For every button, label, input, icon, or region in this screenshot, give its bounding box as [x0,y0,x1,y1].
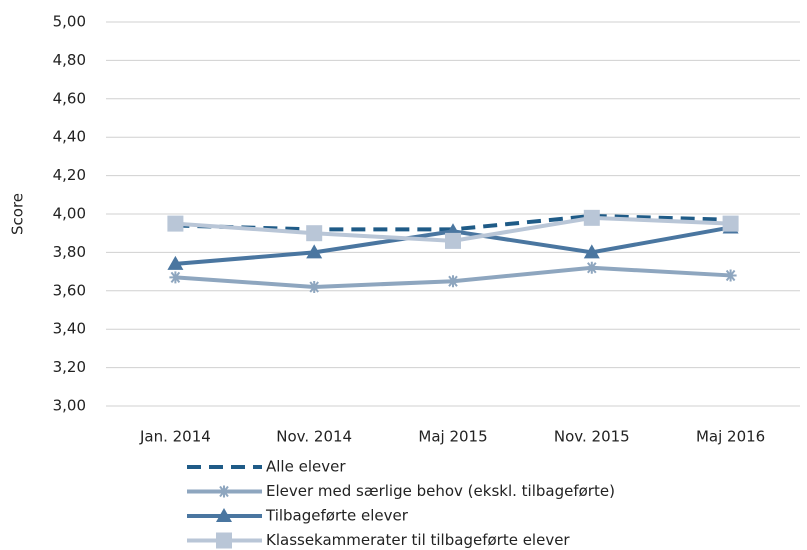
marker [447,275,459,288]
y-tick-label: 4,60 [53,89,86,107]
marker [306,225,323,242]
marker [583,244,600,259]
y-tick-label: 4,40 [53,128,86,146]
legend-label: Elever med særlige behov (ekskl. tilbage… [266,482,615,500]
x-tick-label: Nov. 2014 [276,428,352,446]
marker [724,269,737,282]
y-tick-label: 3,20 [53,358,86,376]
y-tick-label: 3,40 [53,320,86,338]
x-tick-label: Maj 2015 [418,428,487,446]
marker [585,261,598,274]
y-tick-label: 4,00 [53,205,86,223]
legend-label: Tilbageførte elever [265,507,409,525]
x-tick-label: Jan. 2014 [139,428,211,446]
marker [216,508,232,522]
y-tick-label: 3,00 [53,397,86,415]
marker [306,244,323,259]
marker [216,532,232,549]
marker [167,255,184,270]
marker [308,280,321,293]
y-tick-label: 4,20 [53,166,86,184]
x-tick-label: Nov. 2015 [554,428,630,446]
legend-label: Klassekammerater til tilbageførte elever [266,531,570,549]
marker [169,271,182,284]
marker [445,232,461,249]
marker [218,485,230,498]
x-tick-label: Maj 2016 [696,428,765,446]
y-tick-label: 5,00 [53,13,86,31]
y-tick-label: 3,80 [53,243,86,261]
marker [167,215,184,232]
y-axis-label: Score [9,193,27,235]
marker [722,215,739,232]
legend-label: Alle elever [266,458,346,476]
marker [583,209,600,226]
y-tick-label: 4,80 [53,51,86,69]
y-tick-label: 3,60 [53,281,86,299]
